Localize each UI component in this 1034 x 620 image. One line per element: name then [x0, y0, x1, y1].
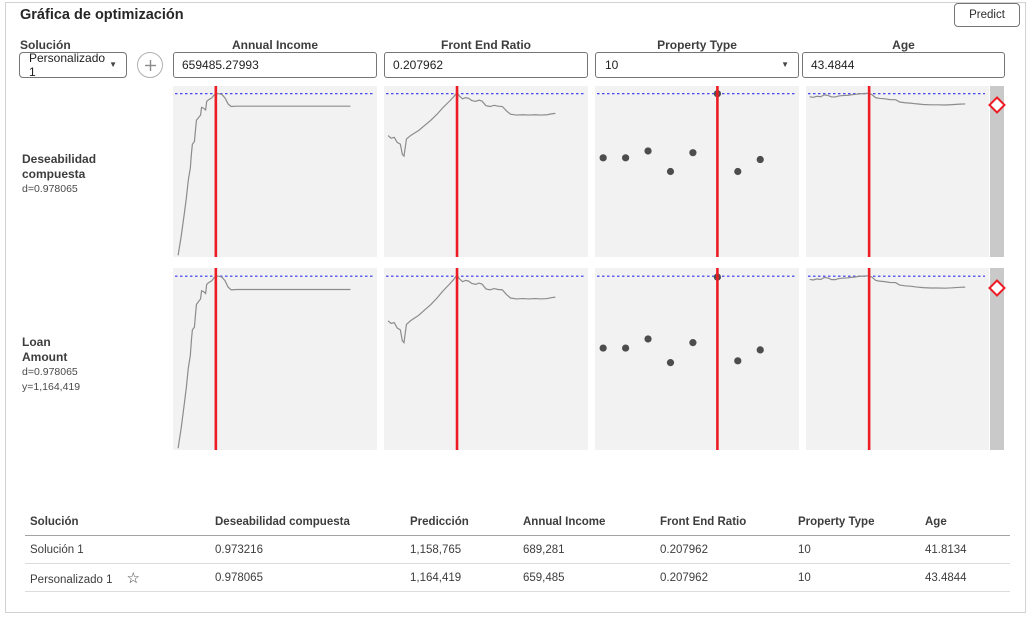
table-header-cell: Front End Ratio	[660, 515, 747, 528]
front-end-ratio-input[interactable]	[384, 52, 588, 78]
chevron-down-icon: ▼	[109, 60, 117, 69]
response-label-composite-desirability: Deseabilidad compuesta d=0.978065	[22, 152, 167, 197]
plot-desirability-annual-income[interactable]	[173, 86, 377, 257]
solution-select[interactable]: Personalizado 1 ▼	[19, 51, 127, 79]
table-cell: Personalizado 1 ☆	[30, 569, 140, 587]
table-row[interactable]: Solución 1 0.973216 1,158,765 689,281 0.2079…	[25, 536, 1010, 564]
age-input[interactable]	[802, 52, 1005, 78]
plot-loan-amount-annual-income[interactable]	[173, 268, 377, 450]
factor-header-front-end-ratio: Front End Ratio	[441, 38, 531, 52]
table-header-cell: Age	[925, 515, 947, 528]
solution-label: Solución	[20, 38, 71, 52]
factor-plot-canvas	[808, 268, 985, 450]
desirability-diamond-handle[interactable]	[988, 96, 1006, 114]
table-cell: 0.973216	[215, 543, 263, 556]
factor-plot-canvas	[175, 86, 373, 257]
factor-plot-canvas	[386, 86, 584, 257]
table-header-cell: Annual Income	[523, 515, 606, 528]
table-header-cell: Property Type	[798, 515, 875, 528]
add-solution-button[interactable]	[137, 52, 163, 78]
response-name: Amount	[22, 350, 68, 364]
response-name: compuesta	[22, 167, 86, 181]
desirability-scale-strip	[990, 268, 1004, 450]
favorite-star-icon[interactable]: ☆	[126, 569, 140, 587]
response-stat: d=0.978065	[22, 183, 78, 195]
table-cell: 10	[798, 543, 811, 556]
factor-header-property-type: Property Type	[657, 38, 737, 52]
table-cell: 0.978065	[215, 571, 263, 584]
table-cell: Solución 1	[30, 543, 84, 556]
response-label-loan-amount: Loan Amount d=0.978065 y=1,164,419	[22, 335, 167, 394]
property-type-select[interactable]: 10 ▼	[595, 52, 799, 78]
table-cell: 41.8134	[925, 543, 967, 556]
page-title: Gráfica de optimización	[20, 7, 184, 23]
plot-loan-amount-front-end-ratio[interactable]	[384, 268, 588, 450]
plot-loan-amount-age[interactable]	[806, 268, 989, 450]
table-cell: 659,485	[523, 571, 565, 584]
factor-plot-canvas	[386, 268, 584, 450]
predict-button[interactable]: Predict	[954, 3, 1020, 27]
table-row[interactable]: Personalizado 1 ☆ 0.978065 1,164,419 659,485…	[25, 564, 1010, 592]
factor-plot-canvas	[597, 86, 795, 257]
desirability-scale-strip	[990, 86, 1004, 257]
factor-header-age: Age	[892, 38, 915, 52]
chevron-down-icon: ▼	[781, 60, 789, 69]
response-stat: y=1,164,419	[22, 380, 81, 393]
table-cell: 689,281	[523, 543, 565, 556]
property-type-select-value: 10	[605, 58, 619, 72]
plot-desirability-front-end-ratio[interactable]	[384, 86, 588, 257]
table-cell: 1,158,765	[410, 543, 462, 556]
table-cell: 43.4844	[925, 571, 967, 584]
table-cell: 0.207962	[660, 571, 708, 584]
table-header-row: Solución Deseabilidad compuesta Predicción…	[25, 508, 1010, 536]
factor-plot-canvas	[175, 268, 373, 450]
table-cell: 10	[798, 571, 811, 584]
desirability-diamond-handle[interactable]	[988, 279, 1006, 297]
table-cell: 1,164,419	[410, 571, 462, 584]
table-cell: 0.207962	[660, 543, 708, 556]
plot-loan-amount-property-type[interactable]	[595, 268, 799, 450]
solution-select-value: Personalizado 1	[29, 51, 106, 79]
table-header-cell: Solución	[30, 515, 79, 528]
table-header-cell: Predicción	[410, 515, 469, 528]
plot-desirability-age[interactable]	[806, 86, 989, 257]
solutions-table: Solución Deseabilidad compuesta Predicción…	[25, 508, 1010, 592]
table-header-cell: Deseabilidad compuesta	[215, 515, 350, 528]
factor-plot-canvas	[597, 268, 795, 450]
factor-plot-canvas	[808, 86, 985, 257]
response-name: Loan	[22, 335, 51, 349]
response-stat: d=0.978065	[22, 366, 78, 378]
factor-header-annual-income: Annual Income	[231, 38, 318, 52]
response-name: Deseabilidad	[22, 152, 97, 166]
annual-income-input[interactable]	[173, 52, 377, 78]
plot-desirability-property-type[interactable]	[595, 86, 799, 257]
plus-icon	[144, 59, 156, 71]
